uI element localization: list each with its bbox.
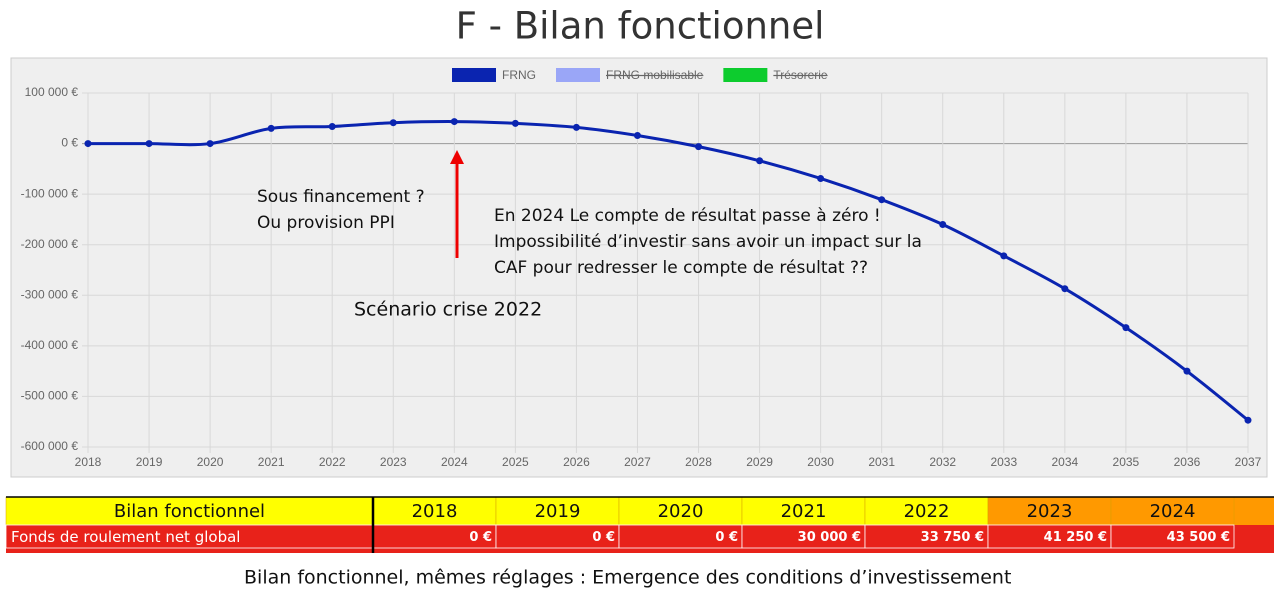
x-tick-label: 2018 (75, 455, 102, 469)
annotation: CAF pour redresser le compte de résultat… (494, 258, 868, 278)
legend-swatch (556, 68, 600, 82)
header-text: Bilan fonctionnel (114, 501, 265, 522)
point (1183, 367, 1191, 375)
header-cell (1110, 496, 1235, 526)
x-tick-label: 2024 (441, 455, 468, 469)
point (939, 220, 947, 228)
header-text: 2024 (1150, 501, 1196, 522)
point (1122, 324, 1130, 332)
y-tick-label: -600 000 € (21, 439, 79, 453)
x-tick-label: 2033 (990, 455, 1017, 469)
y-tick-label: 100 000 € (25, 85, 79, 99)
cell-text: 43 500 € (1167, 530, 1230, 545)
cell-text: 33 750 € (921, 530, 984, 545)
header-text: 2020 (658, 501, 704, 522)
x-tick-label: 2035 (1113, 455, 1140, 469)
legend-swatch (452, 68, 496, 82)
x-tick-label: 2030 (807, 455, 834, 469)
header-cell (5, 496, 374, 526)
chart-panel (10, 57, 1268, 478)
legend-label: FRNG mobilisable (606, 68, 704, 82)
x-tick-label: 2023 (380, 455, 407, 469)
annotation: Ou provision PPI (257, 213, 395, 233)
cell-text: 0 € (715, 530, 738, 545)
cell-text: Fonds de roulement net global (11, 528, 240, 546)
x-tick-label: 2037 (1235, 455, 1262, 469)
point (511, 119, 519, 127)
annotation: Impossibilité d’investir sans avoir un i… (494, 232, 922, 252)
x-tick-label: 2034 (1051, 455, 1078, 469)
cell-text: 30 000 € (798, 530, 861, 545)
x-tick-label: 2019 (136, 455, 163, 469)
cut-cover (0, 553, 1280, 563)
caption: Bilan fonctionnel, mêmes réglages : Emer… (244, 567, 1011, 589)
header-text: 2023 (1027, 501, 1073, 522)
point (450, 118, 458, 126)
chart-title: F - Bilan fonctionnel (456, 5, 825, 48)
point (145, 140, 153, 148)
point (84, 140, 92, 148)
point (817, 174, 825, 182)
cell-text: 0 € (592, 530, 615, 545)
header-text: 2018 (412, 501, 458, 522)
x-tick-label: 2022 (319, 455, 346, 469)
y-tick-label: -400 000 € (21, 338, 79, 352)
point (633, 131, 641, 139)
cell-text: 0 € (469, 530, 492, 545)
point (878, 196, 886, 204)
legend-label: FRNG (502, 68, 536, 82)
cell (1110, 524, 1235, 549)
x-tick-label: 2031 (868, 455, 895, 469)
x-tick-label: 2025 (502, 455, 529, 469)
point (267, 124, 275, 132)
y-tick-label: -300 000 € (21, 287, 79, 301)
x-tick-label: 2021 (258, 455, 285, 469)
header-text: 2019 (535, 501, 581, 522)
point (756, 157, 764, 165)
cell-text: 41 250 € (1044, 530, 1107, 545)
header-cell (372, 496, 497, 526)
x-tick-label: 2026 (563, 455, 590, 469)
annotation: Scénario crise 2022 (354, 299, 542, 321)
header-cell (618, 496, 743, 526)
arrow-head (450, 150, 464, 164)
x-tick-label: 2036 (1174, 455, 1201, 469)
header-text: 2022 (904, 501, 950, 522)
y-tick-label: -500 000 € (21, 389, 79, 403)
y-tick-label: -100 000 € (21, 186, 79, 200)
point (389, 119, 397, 127)
header-cell (741, 496, 866, 526)
legend-swatch (723, 68, 768, 82)
point (328, 123, 336, 131)
y-tick-label: 0 € (61, 136, 78, 150)
y-tick-label: -200 000 € (21, 237, 79, 251)
x-tick-label: 2028 (685, 455, 712, 469)
x-tick-label: 2032 (929, 455, 956, 469)
x-tick-label: 2027 (624, 455, 651, 469)
header-cell (864, 496, 989, 526)
point (1061, 285, 1069, 293)
point (1000, 252, 1008, 260)
annotation: En 2024 Le compte de résultat passe à zé… (494, 206, 881, 226)
point (695, 143, 703, 151)
x-tick-label: 2029 (746, 455, 773, 469)
header-text: 2021 (781, 501, 827, 522)
annotation: Sous financement ? (257, 187, 425, 207)
point (572, 123, 580, 131)
point (206, 140, 214, 148)
x-tick-label: 2020 (197, 455, 224, 469)
grid: 100 000 € 0 € -100 000 € -200 000 € -300 000… (21, 68, 1262, 469)
legend-label: Trésorerie (773, 68, 828, 82)
point (1244, 416, 1252, 424)
